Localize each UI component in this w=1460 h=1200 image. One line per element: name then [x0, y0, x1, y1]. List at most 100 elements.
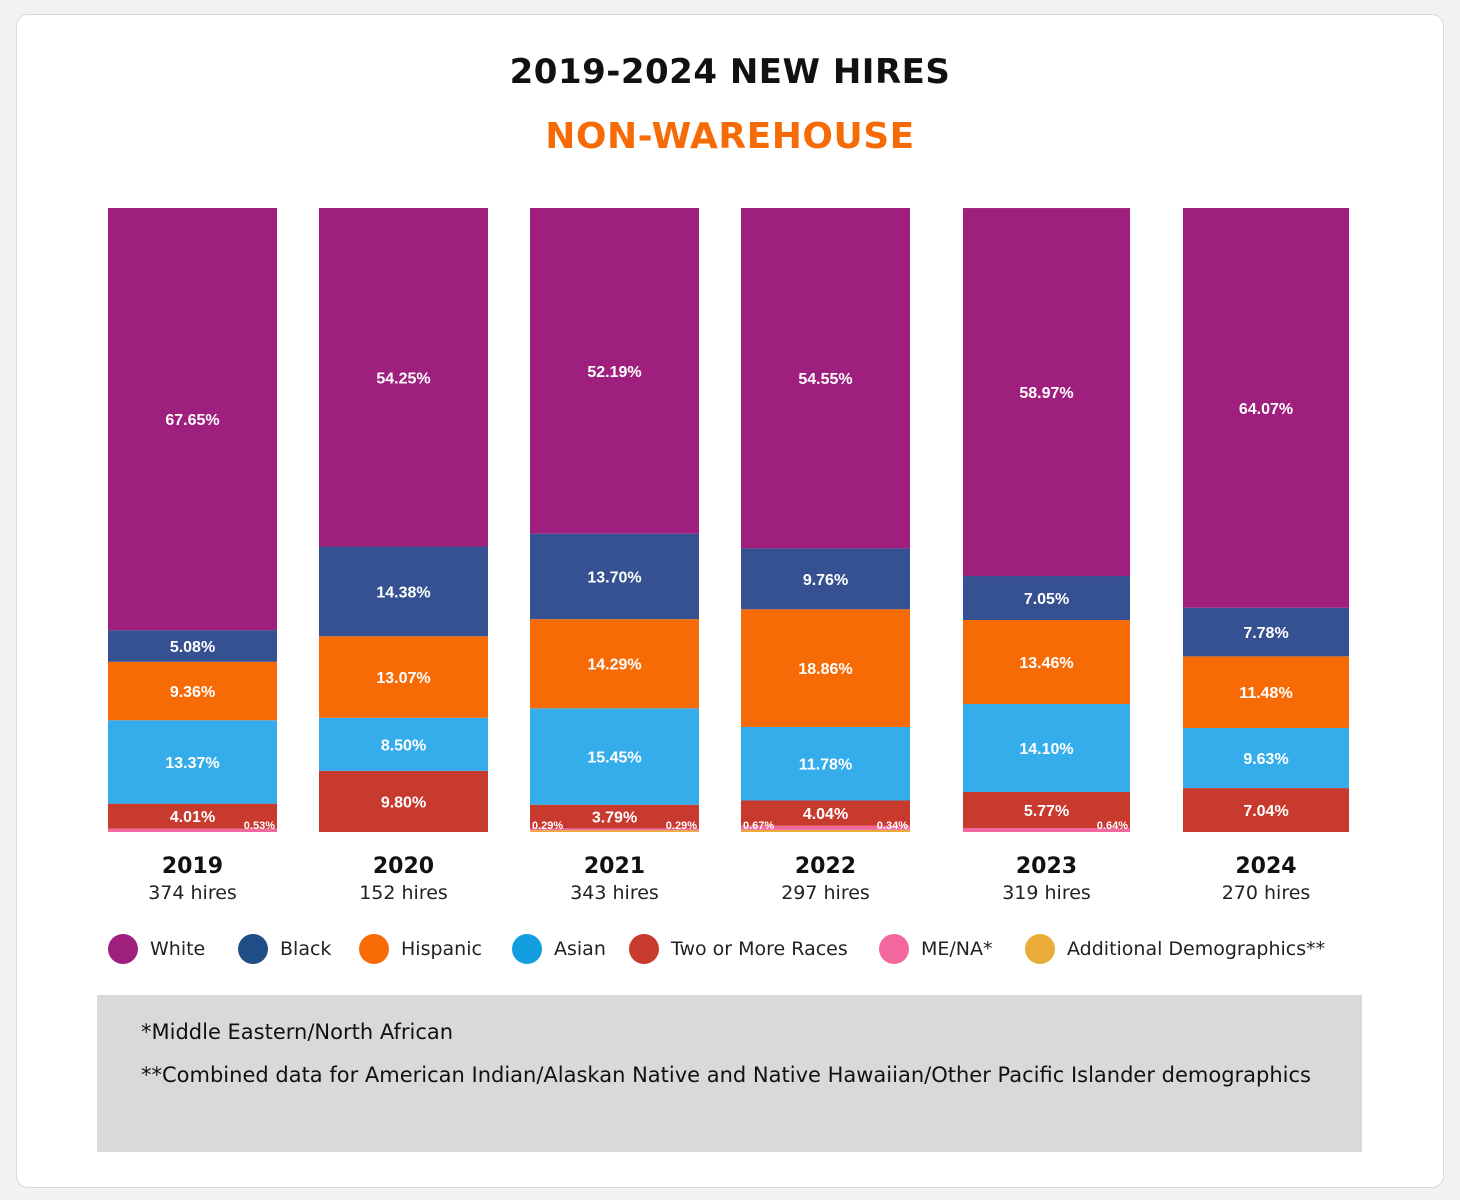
label-2022-white: 54.55% — [798, 371, 852, 388]
legend-item-black: Black — [238, 931, 331, 967]
label-2020-black: 14.38% — [376, 584, 430, 601]
legend-label-asian: Asian — [554, 938, 606, 960]
segment-2019-black — [108, 630, 277, 662]
label-2024-white: 64.07% — [1239, 401, 1293, 418]
footnote-additional-demographics: **Combined data for American Indian/Alas… — [141, 1063, 1312, 1087]
label-2022-black: 9.76% — [803, 572, 848, 589]
segment-2022-asian — [741, 726, 910, 801]
label-2022-me-na: 0.67% — [743, 820, 774, 832]
segment-2020-black — [319, 546, 488, 637]
segment-2021-two-or-more-races — [530, 804, 699, 829]
segment-2019-me-na — [108, 828, 277, 832]
chart-subtitle: NON-WAREHOUSE — [545, 116, 915, 157]
legend-swatch-black — [238, 934, 268, 964]
label-2019-two-or-more-races: 4.01% — [170, 809, 215, 826]
hires-label-2019: 374 hires — [148, 882, 237, 904]
chart-title: 2019-2024 NEW HIRES — [509, 52, 951, 92]
label-2021-me-na: 0.29% — [532, 820, 563, 832]
label-2024-two-or-more-races: 7.04% — [1243, 803, 1288, 820]
label-2021-hispanic: 14.29% — [587, 657, 641, 674]
segment-2023-two-or-more-races — [963, 792, 1130, 828]
segment-2023-white — [963, 208, 1130, 577]
year-label-2019: 2019 — [162, 854, 223, 879]
segment-2022-hispanic — [741, 609, 910, 727]
segment-2024-white — [1183, 208, 1349, 608]
label-2023-hispanic: 13.46% — [1019, 655, 1073, 672]
hires-label-2022: 297 hires — [781, 882, 870, 904]
segment-2022-two-or-more-races — [741, 800, 910, 826]
label-2023-me-na: 0.64% — [1097, 820, 1128, 832]
hires-label-2024: 270 hires — [1222, 882, 1311, 904]
segment-2022-me-na — [741, 825, 910, 830]
footnotes: *Middle Eastern/North African **Combined… — [97, 995, 1362, 1152]
stacked-bar-chart: 0.53% 4.01% 13.37% 9.36% 5.08% 67.65% 2019 374 … — [108, 208, 1349, 904]
segment-2024-black — [1183, 607, 1349, 657]
legend-label-black: Black — [280, 938, 332, 960]
bar-2023: 0.64% 5.77% 14.10% 13.46% 7.05% 58.97% — [963, 208, 1130, 832]
legend-swatch-two-or-more-races — [629, 934, 659, 964]
segment-2019-asian — [108, 720, 277, 804]
label-2022-asian: 11.78% — [799, 757, 852, 774]
footnote-mena: *Middle Eastern/North African — [141, 1020, 454, 1044]
legend-item-white: White — [108, 931, 205, 967]
segment-2021-black — [530, 533, 699, 620]
legend-swatch-white — [108, 934, 138, 964]
legend-swatch-me-na — [879, 934, 909, 964]
legend-swatch-hispanic — [359, 934, 389, 964]
label-2020-white: 54.25% — [376, 370, 430, 387]
legend-item-asian: Asian — [512, 931, 606, 967]
segment-2022-white — [741, 208, 910, 549]
segment-2024-asian — [1183, 727, 1349, 789]
legend-swatch-asian — [512, 934, 542, 964]
label-2024-black: 7.78% — [1243, 625, 1288, 642]
year-label-2024: 2024 — [1235, 854, 1296, 879]
segment-2023-hispanic — [963, 620, 1130, 705]
label-2019-asian: 13.37% — [165, 755, 219, 772]
segment-2019-hispanic — [108, 661, 277, 721]
segment-2020-two-or-more-races — [319, 770, 488, 832]
label-2021-additional-demographics: 0.29% — [666, 820, 697, 832]
bar-2020: 9.80% 8.50% 13.07% 14.38% 54.25% — [319, 208, 488, 832]
hires-label-2021: 343 hires — [570, 882, 659, 904]
label-2020-hispanic: 13.07% — [376, 670, 430, 687]
segment-2020-hispanic — [319, 636, 488, 718]
label-2023-white: 58.97% — [1019, 385, 1073, 402]
legend-label-me-na: ME/NA* — [921, 938, 993, 960]
legend-label-two-or-more-races: Two or More Races — [671, 938, 848, 960]
label-2023-asian: 14.10% — [1019, 741, 1073, 758]
label-2019-white: 67.65% — [165, 412, 219, 429]
legend-item-two-or-more-races: Two or More Races — [629, 931, 848, 967]
year-label-2021: 2021 — [584, 854, 645, 879]
segment-2024-hispanic — [1183, 656, 1349, 728]
label-2022-hispanic: 18.86% — [798, 661, 852, 678]
year-label-2022: 2022 — [795, 854, 856, 879]
legend-label-additional-demographics: Additional Demographics** — [1067, 938, 1326, 960]
year-label-2020: 2020 — [373, 854, 434, 879]
segment-2021-asian — [530, 708, 699, 805]
segment-2021-additional-demographics — [530, 830, 699, 832]
label-2019-black: 5.08% — [170, 639, 215, 656]
label-2020-two-or-more-races: 9.80% — [381, 794, 426, 811]
label-2024-asian: 9.63% — [1243, 751, 1288, 768]
segment-2022-black — [741, 548, 910, 610]
label-2021-asian: 15.45% — [587, 750, 641, 767]
label-2024-hispanic: 11.48% — [1239, 685, 1292, 702]
segment-2021-hispanic — [530, 619, 699, 709]
label-2019-hispanic: 9.36% — [170, 684, 215, 701]
bar-2022: 0.34% 0.67% 4.04% 11.78% 18.86% 9.76% 54.55% — [741, 208, 910, 832]
label-2022-additional-demographics: 0.34% — [877, 820, 908, 832]
label-2020-asian: 8.50% — [381, 737, 426, 754]
legend-item-additional-demographics: Additional Demographics** — [1025, 931, 1325, 967]
label-2021-white: 52.19% — [587, 364, 641, 381]
segment-2022-additional-demographics — [741, 829, 910, 832]
legend-label-hispanic: Hispanic — [401, 938, 482, 960]
segment-2019-two-or-more-races — [108, 803, 277, 829]
bar-2024: 7.04% 9.63% 11.48% 7.78% 64.07% — [1183, 208, 1349, 832]
segment-2021-me-na — [530, 828, 699, 831]
label-2023-black: 7.05% — [1024, 591, 1069, 608]
legend-swatch-additional-demographics — [1025, 934, 1055, 964]
bar-2019: 0.53% 4.01% 13.37% 9.36% 5.08% 67.65% — [108, 208, 277, 832]
segment-2020-white — [319, 208, 488, 547]
chart-legend: White Black Hispanic Asian Two or More Races… — [108, 931, 1368, 967]
label-2019-me-na: 0.53% — [244, 820, 275, 832]
